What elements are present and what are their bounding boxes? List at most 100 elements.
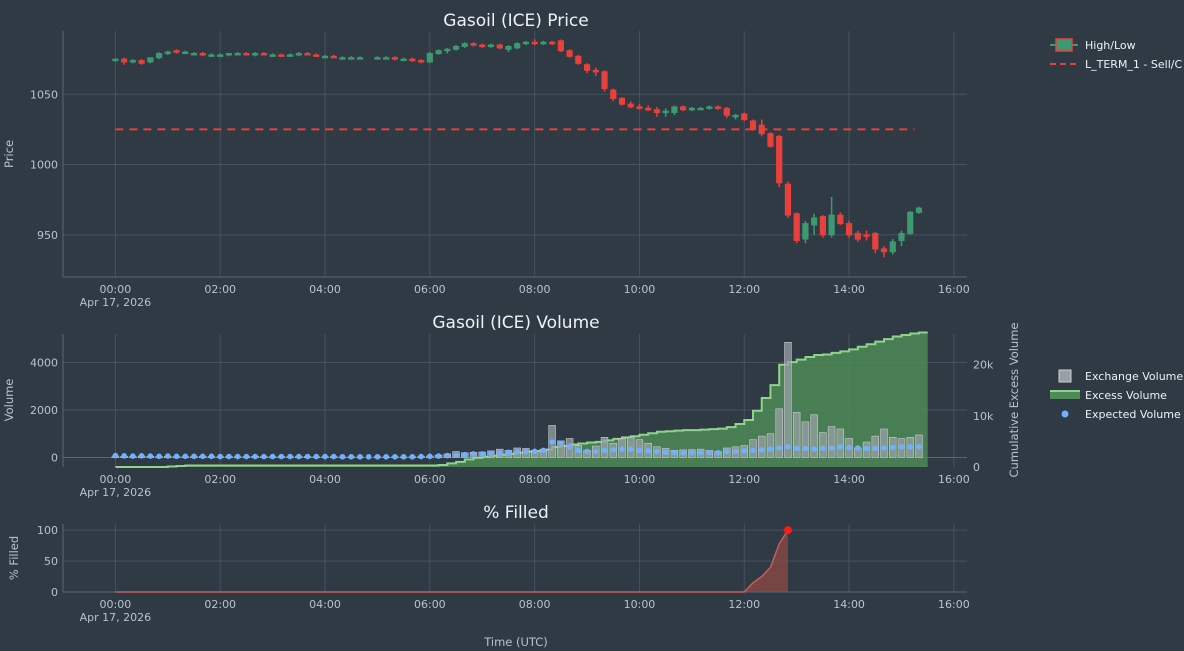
expected-volume-point xyxy=(287,453,293,460)
price-x-tick-label: 06:00 xyxy=(414,283,446,296)
volume-y2-axis-title: Cumulative Excess Volume xyxy=(1007,323,1021,478)
volume-y2-tick-label: 20k xyxy=(973,359,994,372)
expected-volume-point xyxy=(654,448,660,455)
volume-panel: 00:00 02:00 04:00 06:00 08:00 10:00 12:00 14:00… xyxy=(30,331,994,499)
volume-y-tick-label: 0 xyxy=(51,452,58,465)
candle-body xyxy=(819,216,826,236)
candle-body xyxy=(741,113,748,121)
price-x-date-label: Apr 17, 2026 xyxy=(80,296,152,309)
expected-volume-point xyxy=(855,445,861,451)
legend-item-l-term-1[interactable]: L_TERM_1 - Sell/C xyxy=(1050,58,1182,71)
expected-volume-point xyxy=(619,446,625,452)
volume-y2-tick-label: 10k xyxy=(973,410,994,423)
candle-body xyxy=(880,248,888,253)
expected-volume-point xyxy=(409,453,416,460)
expected-volume-point xyxy=(558,440,564,447)
price-x-tick-label: 12:00 xyxy=(728,283,760,296)
expected-volume-point xyxy=(479,451,486,457)
candle-body xyxy=(479,44,486,48)
candle-body xyxy=(749,120,757,130)
candle-body xyxy=(845,223,853,236)
exchange-volume-bar xyxy=(810,414,818,458)
excess-volume-line xyxy=(115,331,928,468)
candle-body xyxy=(592,69,599,73)
filled-marker xyxy=(783,526,792,535)
exchange-volume-bar xyxy=(784,342,792,458)
expected-volume-point xyxy=(182,453,189,460)
legend-item-expected-volume[interactable]: Expected Volume xyxy=(1061,408,1181,421)
expected-volume-point xyxy=(348,453,355,460)
price-y-tick-label: 950 xyxy=(37,229,58,242)
expected-volume-point xyxy=(488,450,494,457)
price-x-tick-label: 08:00 xyxy=(519,283,551,296)
candle-body xyxy=(225,52,233,56)
exchange-volume-bar xyxy=(836,428,845,458)
exchange-volume-bar xyxy=(801,421,810,458)
candle-body xyxy=(304,52,311,56)
expected-volume-point xyxy=(575,447,582,454)
expected-volume-point xyxy=(400,453,407,460)
filled-x-tick-label: 06:00 xyxy=(414,598,446,611)
expected-volume-point xyxy=(505,449,512,456)
expected-volume-point xyxy=(427,453,433,460)
candle-body xyxy=(112,58,119,62)
volume-x-date-label: Apr 17, 2026 xyxy=(80,486,152,499)
x-axis-title: Time (UTC) xyxy=(483,635,548,649)
candle-body xyxy=(723,107,730,116)
candle-body xyxy=(566,50,573,57)
candle-body xyxy=(164,51,171,55)
filled-x-tick-label: 14:00 xyxy=(833,598,865,611)
candle-body xyxy=(348,57,355,60)
candle-body xyxy=(767,133,774,147)
candle-body xyxy=(854,232,861,240)
volume-x-tick-label: 04:00 xyxy=(309,473,341,486)
expected-volume-point xyxy=(130,453,136,459)
excess-volume-area xyxy=(115,332,928,467)
candle-body xyxy=(697,107,704,111)
candle-body xyxy=(636,106,643,109)
expected-volume-point xyxy=(724,448,730,455)
candle-body xyxy=(208,54,215,57)
candle-body xyxy=(444,48,451,52)
candle-body xyxy=(470,43,477,46)
candle-body xyxy=(889,241,896,253)
expected-volume-point xyxy=(523,448,529,455)
candle-body xyxy=(837,214,844,225)
expected-volume-point xyxy=(837,444,844,450)
expected-volume-point xyxy=(217,453,224,460)
filled-chart-title: % Filled xyxy=(483,503,549,523)
legend-item-excess-volume[interactable]: Excess Volume xyxy=(1050,389,1167,402)
volume-x-tick-label: 12:00 xyxy=(728,473,760,486)
expected-volume-point xyxy=(540,447,547,454)
candle-body xyxy=(400,58,407,62)
legend-item-high-low[interactable]: High/Low xyxy=(1050,38,1136,52)
price-panel: 00:00 02:00 04:00 06:00 08:00 10:00 12:00 14:00… xyxy=(30,31,970,309)
volume-y2-tick-label: 0 xyxy=(973,461,980,474)
filled-panel: 00:00 02:00 04:00 06:00 08:00 10:00 12:00 14:00… xyxy=(37,524,970,624)
candle-body xyxy=(671,106,678,114)
candle-body xyxy=(784,183,792,216)
expected-volume-point xyxy=(820,445,826,452)
expected-volume-point xyxy=(916,444,922,450)
expected-volume-point xyxy=(898,444,905,450)
candle-body xyxy=(252,52,259,56)
expected-volume-point xyxy=(732,448,739,455)
filled-x-tick-label: 10:00 xyxy=(624,598,656,611)
filled-x-tick-label: 04:00 xyxy=(309,598,341,611)
price-legend: High/Low L_TERM_1 - Sell/C xyxy=(1050,38,1182,71)
legend-swatch-excess-volume-fill xyxy=(1050,391,1080,399)
candle-body xyxy=(234,52,241,56)
legend-swatch-exchange-volume xyxy=(1058,369,1072,383)
legend-swatch-high-low xyxy=(1055,38,1073,52)
filled-x-tick-label: 16:00 xyxy=(938,598,970,611)
candle-body xyxy=(182,51,189,55)
candle-body xyxy=(409,58,416,62)
candle-body xyxy=(190,52,198,56)
price-x-tick-label: 02:00 xyxy=(204,283,236,296)
expected-volume-point xyxy=(689,449,695,456)
legend-item-exchange-volume[interactable]: Exchange Volume xyxy=(1058,369,1183,383)
expected-volume-point xyxy=(339,453,346,460)
candle-body xyxy=(199,52,206,56)
candle-body xyxy=(863,234,870,237)
